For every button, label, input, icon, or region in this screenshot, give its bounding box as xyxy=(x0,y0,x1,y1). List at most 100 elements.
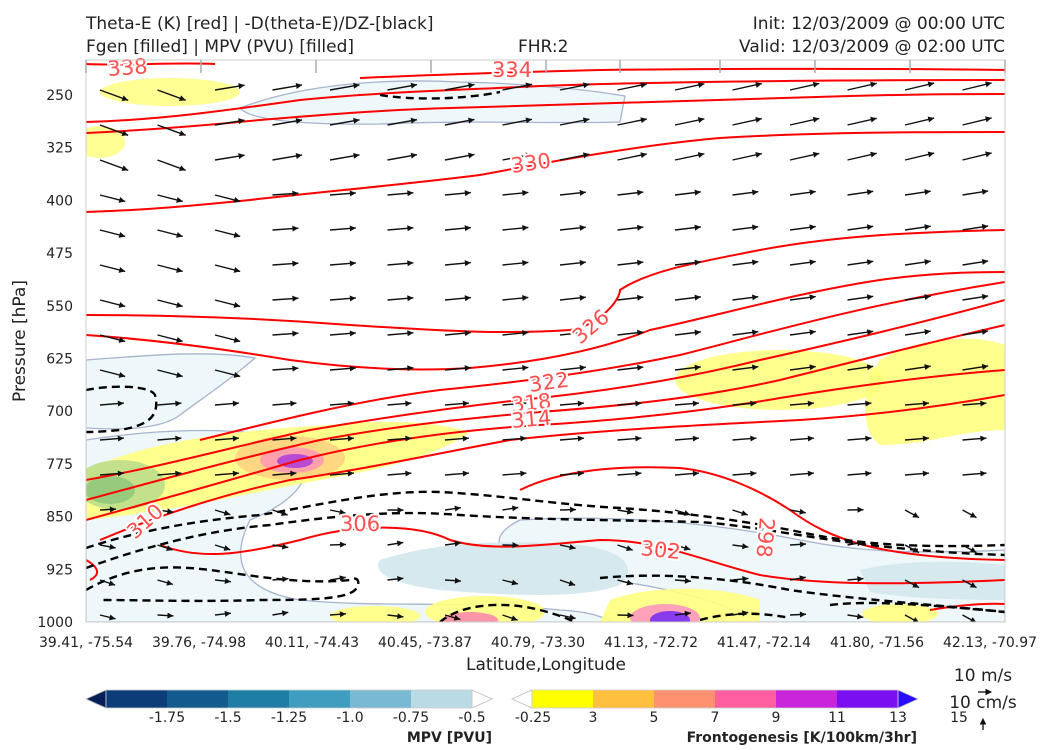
wind-vector-head-17 xyxy=(121,130,129,137)
wind-vector-head-191 xyxy=(347,470,354,477)
wind-vector-shaft-254 xyxy=(1020,580,1034,588)
x-tick-1: 39.76, -74.98 xyxy=(152,635,246,651)
theta-e-label-318: 318 xyxy=(510,389,552,417)
wind-vector-head-111 xyxy=(637,294,644,301)
x-tick-6: 41.47, -72.14 xyxy=(717,635,811,651)
wind-vector-head-151 xyxy=(981,363,989,370)
wind-vector-head-50 xyxy=(1043,151,1050,157)
wind-vector-head-172 xyxy=(232,435,239,442)
wind-vector-head-185 xyxy=(980,435,987,442)
wind-vector-head-196 xyxy=(635,470,642,477)
wind-vector-head-217 xyxy=(857,506,864,513)
theta-e-label-314: 314 xyxy=(510,406,552,433)
wind-vector-head-95 xyxy=(694,259,701,266)
wind-vector-head-53 xyxy=(233,197,241,203)
wind-vector-head-46 xyxy=(812,151,820,158)
wind-vector-head-112 xyxy=(694,294,701,301)
x-tick-labels: 39.41, -75.54 39.76, -74.98 40.11, -74.43 4… xyxy=(39,635,1037,651)
wind-vector-head-140 xyxy=(349,365,356,372)
mpv-colorbar-tick-0: -1.75 xyxy=(149,710,185,726)
wind-vector-head-93 xyxy=(579,259,586,266)
wind-vector-head-33 xyxy=(1043,116,1050,122)
wind-vector-shaft-220 xyxy=(1020,510,1034,518)
fgen-colorbar-segment-3 xyxy=(654,690,716,708)
wind-vector-head-128 xyxy=(637,329,644,336)
ref-vector-horizontal: 10 m/s xyxy=(954,666,1012,686)
wind-vector-head-15 xyxy=(985,81,992,88)
wind-vector-shaft-118 xyxy=(1020,296,1046,300)
wind-vector-head-251 xyxy=(857,576,864,583)
theta-e-label-302: 302 xyxy=(639,536,681,564)
wind-vector-head-131 xyxy=(809,329,816,336)
wind-vector-head-51 xyxy=(118,197,126,203)
wind-vector-head-84 xyxy=(1039,224,1045,230)
wind-vector-head-182 xyxy=(807,435,814,442)
wind-vector-head-107 xyxy=(407,295,414,302)
wind-vector-head-62 xyxy=(751,189,759,196)
wind-vector-head-79 xyxy=(751,224,759,231)
wind-vector-head-145 xyxy=(637,364,644,371)
wind-vector-shaft-203 xyxy=(1020,473,1044,475)
wind-vector-head-77 xyxy=(637,224,644,231)
wind-vector-head-150 xyxy=(924,364,931,371)
wind-vector-head-94 xyxy=(637,259,644,266)
fgen-colorbar-tick-4: 11 xyxy=(828,710,846,726)
wind-vector-head-55 xyxy=(349,190,356,197)
wind-vector-head-154 xyxy=(175,400,182,407)
wind-vector-head-126 xyxy=(522,330,529,337)
mpv-colorbar-tick-4: -0.75 xyxy=(393,710,429,726)
mpv-colorbar-tick-5: -0.5 xyxy=(458,710,485,726)
wind-vector-head-92 xyxy=(522,260,529,267)
wind-vector-head-236 xyxy=(969,547,977,553)
wind-vector-head-141 xyxy=(407,365,414,372)
wind-vector-head-264 xyxy=(627,612,634,619)
wind-vector-head-169 xyxy=(1038,401,1044,407)
wind-vector-head-194 xyxy=(520,470,527,477)
y-tick-475: 475 xyxy=(46,246,73,262)
wind-vector-head-47 xyxy=(870,151,877,158)
forecast-hour: FHR:2 xyxy=(518,37,569,57)
wind-vector-head-206 xyxy=(223,510,231,516)
wind-vector-head-155 xyxy=(232,400,239,407)
wind-vector-head-267 xyxy=(799,611,806,618)
wind-vector-head-18 xyxy=(179,130,186,137)
wind-vector-head-138 xyxy=(233,372,241,378)
wind-vector-head-205 xyxy=(166,508,174,515)
y-tick-925: 925 xyxy=(46,562,73,578)
mpv-colorbar-label: MPV [PVU] xyxy=(407,730,492,746)
y-tick-550: 550 xyxy=(46,299,73,315)
wind-vector-head-198 xyxy=(750,470,757,477)
theta-e-contours xyxy=(86,62,1005,611)
wind-vector-head-59 xyxy=(579,189,586,196)
wind-vector-shaft-237 xyxy=(1020,545,1034,553)
x-tick-7: 41.80, -71.56 xyxy=(830,635,924,651)
y-tick-1000: 1000 xyxy=(37,615,73,631)
wind-vector-head-89 xyxy=(349,260,356,267)
x-tick-8: 42.13, -70.97 xyxy=(943,635,1037,651)
wind-vector-head-6 xyxy=(468,82,475,89)
wind-vector-head-181 xyxy=(750,435,757,442)
wind-vector-head-73 xyxy=(407,225,414,232)
wind-vector-head-161 xyxy=(577,400,584,407)
wind-vector-head-184 xyxy=(922,435,929,442)
wind-vector-head-29 xyxy=(812,116,820,123)
wind-vector-head-179 xyxy=(635,435,642,442)
wind-vector-head-233 xyxy=(799,541,806,548)
fgen-colorbar: 3 5 7 9 11 13 15 xyxy=(511,689,968,726)
wind-vector-shaft-169 xyxy=(1020,403,1044,405)
wind-vector-head-258 xyxy=(281,610,289,617)
wind-vector-head-262 xyxy=(511,615,518,622)
wind-vector-head-156 xyxy=(290,400,297,407)
wind-vector-head-100 xyxy=(981,258,989,265)
wind-vector-head-90 xyxy=(407,260,414,267)
wind-vector-head-115 xyxy=(866,294,874,301)
wind-vector-head-24 xyxy=(525,117,532,124)
wind-vector-head-137 xyxy=(176,372,183,378)
wind-vector-head-203 xyxy=(1038,471,1044,477)
x-tick-3: 40.45, -73.87 xyxy=(378,635,472,651)
fgen-colorbar-label: Frontogenesis [K/100km/3hr] xyxy=(687,730,917,746)
mpv-colorbar-segment-5 xyxy=(350,690,412,708)
wind-vector-head-119 xyxy=(118,337,126,343)
wind-vector-head-39 xyxy=(410,152,418,159)
wind-vector-head-219 xyxy=(969,512,977,518)
